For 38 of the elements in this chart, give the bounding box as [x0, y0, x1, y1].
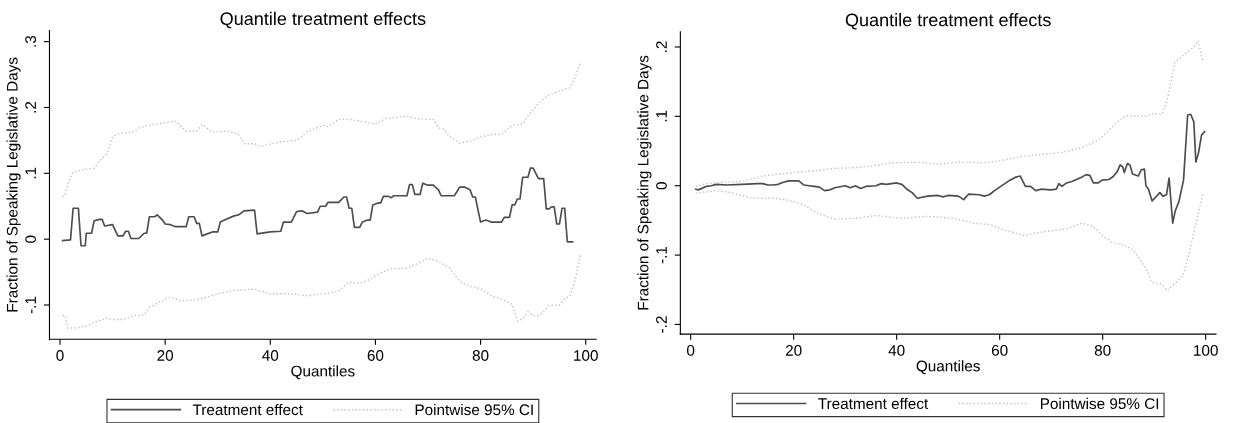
- chart-title: Quantile treatment effects: [845, 13, 1051, 30]
- y-tick-label: 0: [656, 182, 667, 190]
- x-tick-label: 40: [262, 350, 279, 361]
- x-axis-title: Quantiles: [916, 360, 980, 375]
- y-axis-title: Fraction of Speaking Legislative Days: [6, 57, 21, 312]
- line-series: [695, 40, 1204, 188]
- line-series: [61, 254, 582, 329]
- x-tick-label: 0: [56, 350, 64, 361]
- x-axis-title: Quantiles: [291, 365, 355, 380]
- x-tick-label: 60: [367, 350, 384, 361]
- y-tick-label: 0: [25, 235, 37, 243]
- x-tick-label: 80: [472, 350, 489, 361]
- chart-title: Quantile treatment effects: [220, 11, 426, 29]
- y-tick-label: .2: [656, 41, 667, 52]
- legend-label: Treatment effect: [818, 397, 929, 410]
- y-tick-label: -.1: [656, 246, 667, 264]
- x-tick-label: 20: [157, 350, 174, 361]
- x-tick-label: 0: [687, 344, 695, 356]
- x-tick-label: 60: [991, 344, 1008, 356]
- y-tick-label: .2: [25, 101, 36, 113]
- line-series: [694, 113, 1206, 225]
- line-series: [61, 167, 574, 247]
- x-tick-label: 40: [888, 344, 905, 356]
- x-tick-label: 100: [574, 350, 598, 361]
- x-tick-label: 100: [1194, 344, 1218, 356]
- legend-label: Pointwise 95% CI: [1040, 397, 1159, 410]
- line-series: [61, 61, 582, 198]
- y-tick-label: -.1: [25, 296, 36, 314]
- y-axis-title: Fraction of Speaking Legislative Days: [637, 55, 652, 310]
- legend-label: Pointwise 95% CI: [415, 403, 533, 416]
- y-tick-label: .1: [25, 167, 36, 179]
- x-tick-label: 20: [785, 344, 802, 356]
- y-tick-label: -.2: [656, 316, 667, 333]
- y-tick-label: .3: [25, 35, 37, 47]
- x-tick-label: 80: [1094, 344, 1111, 356]
- y-tick-label: .1: [656, 110, 667, 122]
- line-series: [695, 189, 1204, 292]
- legend-label: Treatment effect: [192, 403, 303, 416]
